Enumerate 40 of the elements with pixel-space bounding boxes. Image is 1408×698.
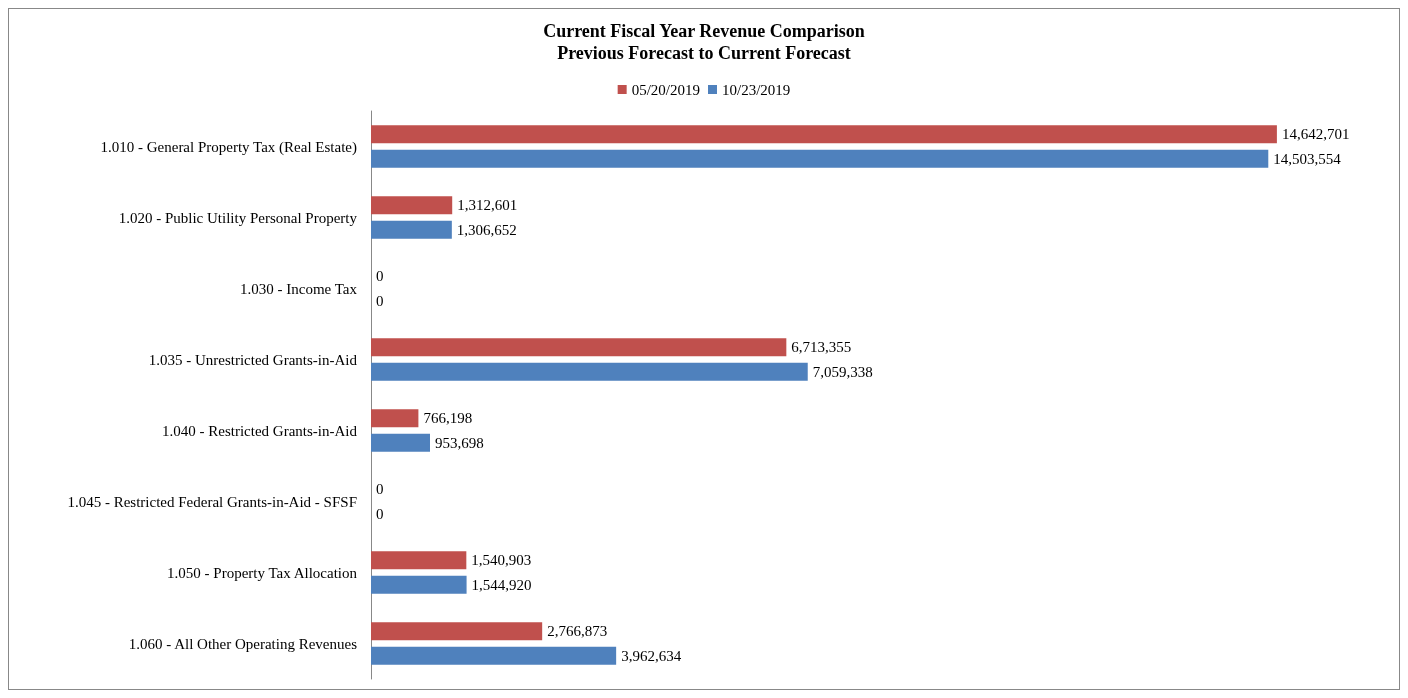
y-tick-label: 1.035 - Unrestricted Grants-in-Aid (148, 351, 358, 368)
data-label: 6,713,355 (791, 339, 852, 356)
bar (371, 338, 787, 357)
y-tick-label: 1.045 - Restricted Federal Grants-in-Aid - SFSF (67, 493, 357, 510)
bar (371, 622, 543, 641)
bar (371, 149, 1269, 168)
data-label: 766,198 (423, 410, 473, 427)
legend-label: 10/23/2019 (722, 81, 791, 98)
data-label: 3,962,634 (621, 647, 682, 664)
y-tick-label: 1.030 - Income Tax (240, 280, 358, 297)
chart-title: Current Fiscal Year Revenue Comparison (543, 21, 865, 41)
bar (371, 220, 452, 239)
chart-subtitle: Previous Forecast to Current Forecast (557, 43, 851, 63)
bar (371, 362, 808, 381)
data-label: 7,059,338 (812, 363, 873, 380)
data-label: 14,503,554 (1273, 150, 1342, 167)
y-tick-label: 1.040 - Restricted Grants-in-Aid (162, 422, 358, 439)
y-tick-label: 1.060 - All Other Operating Revenues (128, 635, 358, 652)
data-label: 14,642,701 (1281, 126, 1350, 143)
data-label: 1,544,920 (471, 576, 532, 593)
bar (371, 196, 453, 215)
data-label: 0 (376, 481, 384, 498)
y-tick-label: 1.020 - Public Utility Personal Property (118, 209, 358, 226)
data-label: 1,306,652 (456, 221, 517, 238)
bar (371, 125, 1277, 144)
bar (371, 646, 617, 665)
bar (371, 433, 430, 452)
data-label: 0 (376, 505, 384, 522)
data-label: 1,540,903 (471, 552, 532, 569)
data-label: 0 (376, 268, 384, 285)
data-label: 2,766,873 (547, 623, 608, 640)
bar (371, 551, 467, 570)
data-label: 0 (376, 292, 384, 309)
data-label: 1,312,601 (457, 197, 518, 214)
bar (371, 575, 467, 594)
y-tick-label: 1.050 - Property Tax Allocation (167, 564, 358, 581)
y-tick-label: 1.010 - General Property Tax (Real Estate) (100, 138, 357, 156)
bar (371, 409, 419, 428)
legend-label: 05/20/2019 (631, 81, 701, 98)
data-label: 953,698 (435, 434, 484, 451)
